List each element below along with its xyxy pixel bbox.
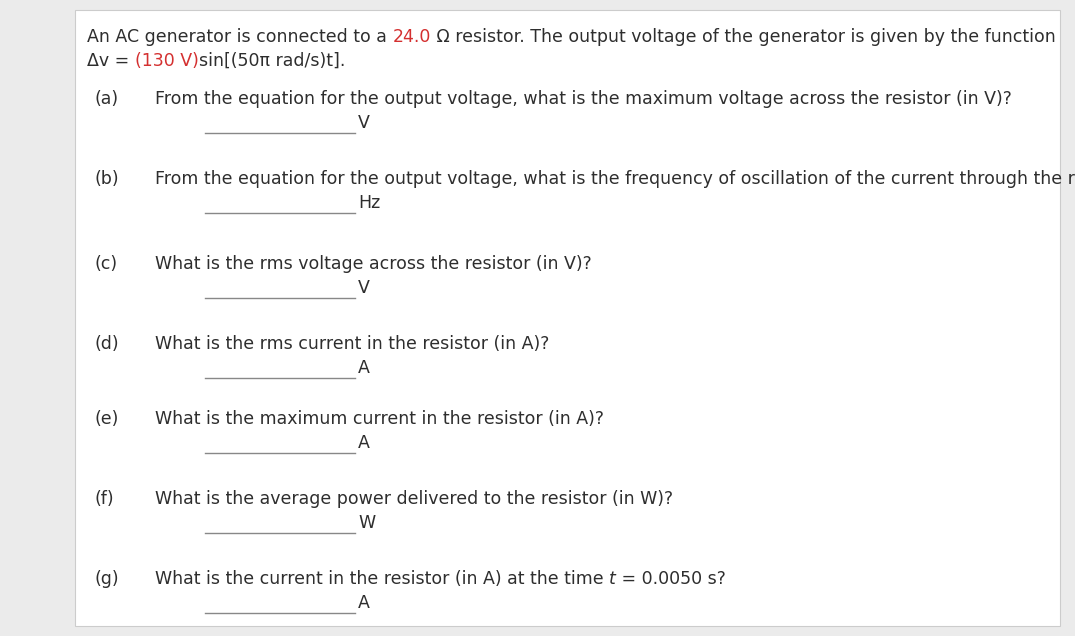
- Text: W: W: [358, 514, 375, 532]
- Text: Δv =: Δv =: [87, 52, 134, 70]
- Text: (f): (f): [95, 490, 115, 508]
- Text: What is the rms current in the resistor (in A)?: What is the rms current in the resistor …: [155, 335, 549, 353]
- Text: Hz: Hz: [358, 194, 381, 212]
- Text: t: t: [610, 570, 616, 588]
- Text: (b): (b): [95, 170, 119, 188]
- Text: (c): (c): [95, 255, 118, 273]
- Text: From the equation for the output voltage, what is the maximum voltage across the: From the equation for the output voltage…: [155, 90, 1012, 108]
- Text: What is the current in the resistor (in A) at the time: What is the current in the resistor (in …: [155, 570, 610, 588]
- Text: A: A: [358, 434, 370, 452]
- Text: A: A: [358, 359, 370, 377]
- Text: Ω resistor. The output voltage of the generator is given by the function: Ω resistor. The output voltage of the ge…: [431, 28, 1056, 46]
- Text: V: V: [358, 279, 370, 297]
- Text: What is the rms voltage across the resistor (in V)?: What is the rms voltage across the resis…: [155, 255, 591, 273]
- Text: (d): (d): [95, 335, 119, 353]
- Text: (e): (e): [95, 410, 119, 428]
- Text: sin[(50π rad/s)t].: sin[(50π rad/s)t].: [199, 52, 345, 70]
- Text: A: A: [358, 594, 370, 612]
- Text: (130 V): (130 V): [134, 52, 199, 70]
- Text: 24.0: 24.0: [392, 28, 431, 46]
- Text: From the equation for the output voltage, what is the frequency of oscillation o: From the equation for the output voltage…: [155, 170, 1075, 188]
- Text: What is the maximum current in the resistor (in A)?: What is the maximum current in the resis…: [155, 410, 604, 428]
- Text: = 0.0050 s?: = 0.0050 s?: [616, 570, 726, 588]
- Text: (g): (g): [95, 570, 119, 588]
- Text: (a): (a): [95, 90, 119, 108]
- Text: An AC generator is connected to a: An AC generator is connected to a: [87, 28, 392, 46]
- Text: What is the average power delivered to the resistor (in W)?: What is the average power delivered to t…: [155, 490, 673, 508]
- Text: V: V: [358, 114, 370, 132]
